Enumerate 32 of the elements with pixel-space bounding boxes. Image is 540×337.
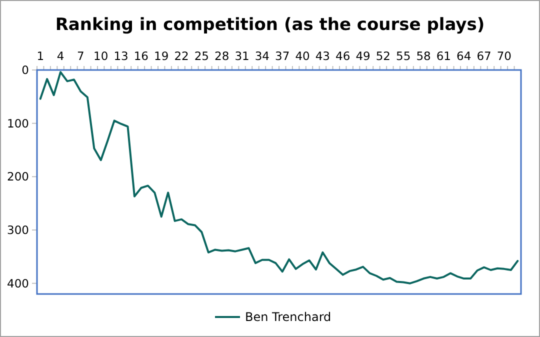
- line-series: [39, 71, 519, 284]
- x-tick-label: 55: [396, 49, 411, 63]
- x-tick-label: 1: [36, 49, 44, 63]
- x-tick-label: 61: [436, 49, 452, 63]
- x-tick-label: 31: [234, 49, 250, 63]
- x-tick-label: 64: [456, 49, 472, 63]
- x-tick-label: 49: [356, 49, 370, 63]
- x-tick-label: 19: [154, 49, 169, 63]
- x-tick-label: 10: [94, 49, 108, 63]
- x-tick-label: 7: [77, 49, 84, 63]
- x-tick-label: 13: [114, 49, 128, 63]
- legend-label: Ben Trenchard: [245, 310, 332, 324]
- x-tick-label: 43: [315, 49, 330, 63]
- y-tick-label: 200: [7, 170, 29, 184]
- y-tick-label: 400: [7, 276, 29, 290]
- x-tick-label: 67: [476, 49, 492, 63]
- x-tick-label: 40: [295, 49, 310, 63]
- y-tick-label: 0: [22, 63, 29, 78]
- x-tick-label: 58: [416, 49, 431, 63]
- x-tick-label: 28: [214, 49, 230, 63]
- x-tick-label: 37: [275, 49, 290, 63]
- x-tick-label: 34: [254, 49, 270, 63]
- x-tick-label: 4: [56, 49, 64, 63]
- x-tick-label: 25: [194, 49, 210, 63]
- x-tick-label: 46: [336, 49, 350, 63]
- x-tick-label: 52: [376, 49, 391, 63]
- chart-title: Ranking in competition (as the course plays): [55, 15, 485, 35]
- y-tick-label: 100: [7, 116, 29, 130]
- x-tick-label: 22: [174, 49, 189, 63]
- y-tick-label: 300: [7, 223, 29, 238]
- x-tick-label: 70: [496, 49, 512, 63]
- x-tick-label: 16: [134, 49, 149, 63]
